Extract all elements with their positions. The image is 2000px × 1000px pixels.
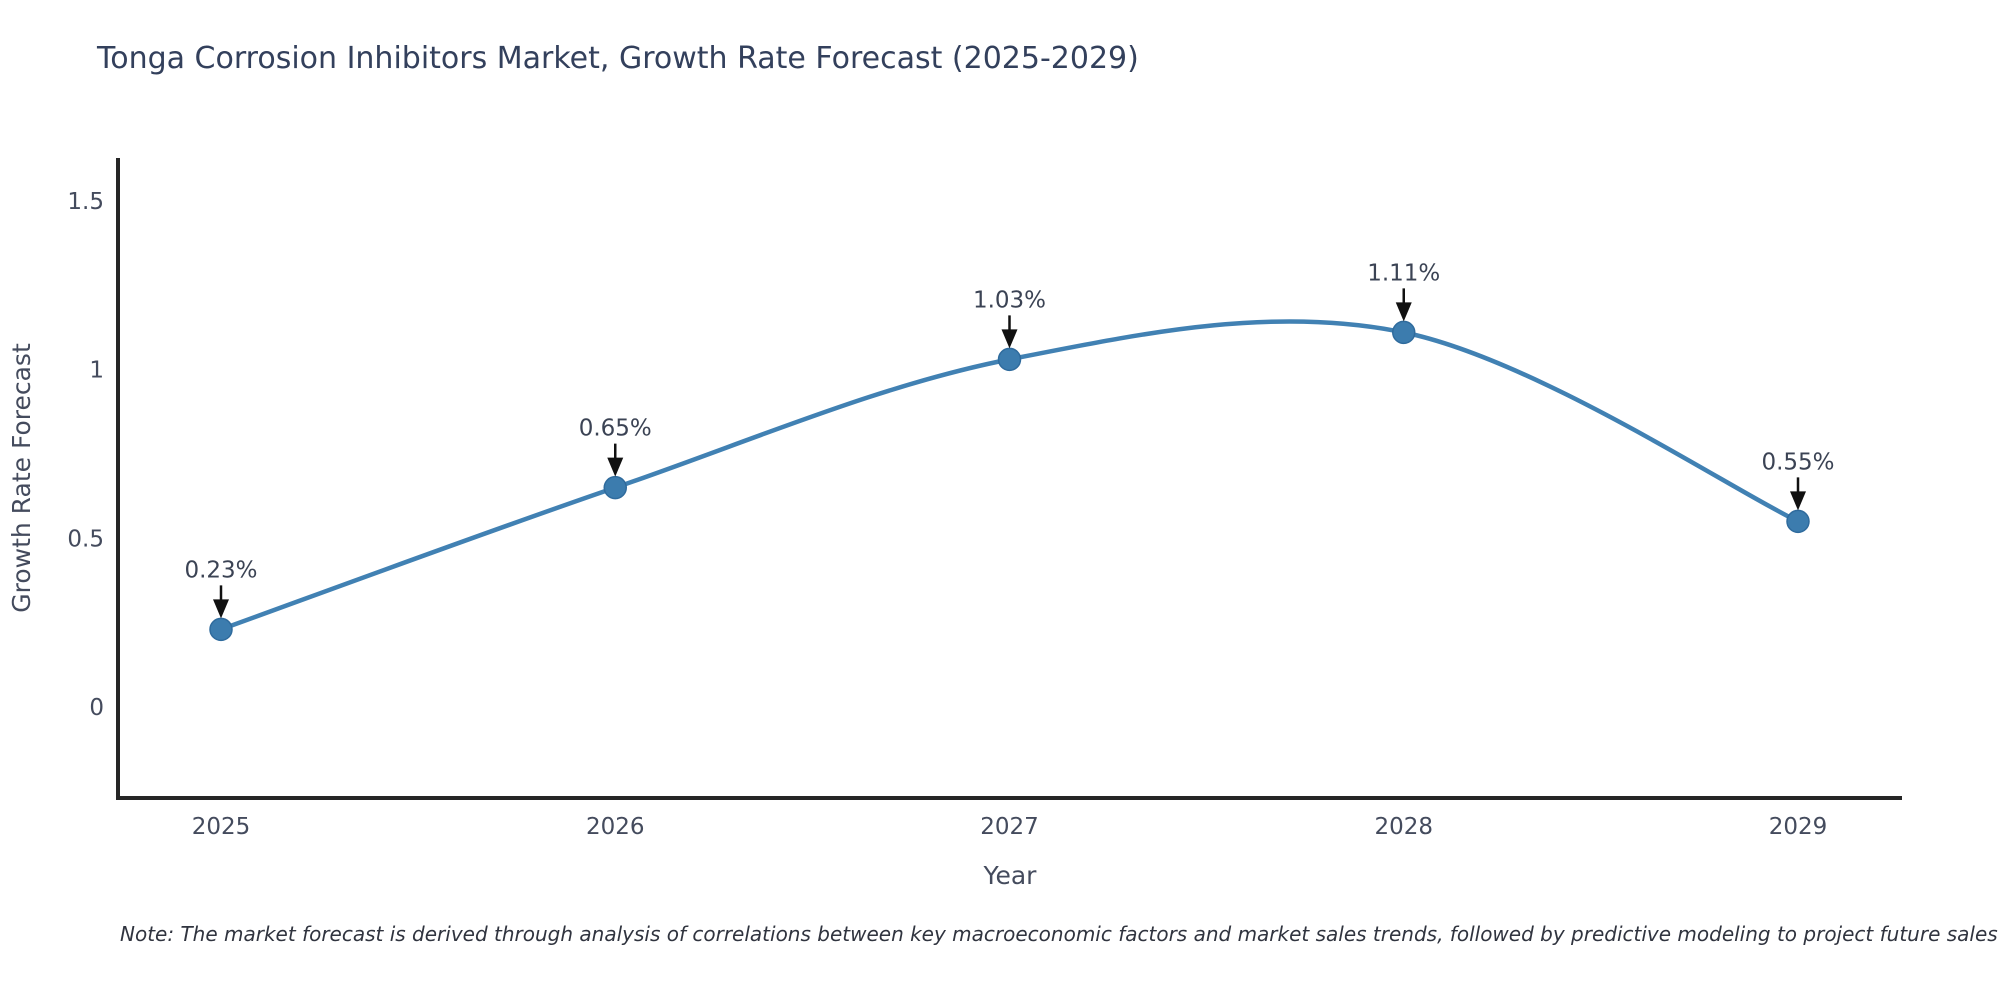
y-tick-label: 1 <box>89 358 104 384</box>
x-tick-label: 2025 <box>192 814 251 840</box>
y-tick-label: 0 <box>89 695 104 721</box>
data-point-marker[interactable] <box>209 617 233 642</box>
x-tick-label: 2027 <box>980 814 1039 840</box>
x-tick-label: 2026 <box>586 814 645 840</box>
data-point-label: 0.65% <box>579 416 652 442</box>
data-point-label: 1.11% <box>1367 260 1440 286</box>
y-tick-label: 1.5 <box>67 189 104 215</box>
annotation-arrowhead-icon <box>1395 302 1412 322</box>
plot-background[interactable] <box>118 158 1902 798</box>
y-axis-title: Growth Rate Forecast <box>7 343 36 613</box>
annotation-arrowhead-icon <box>1790 491 1806 511</box>
annotation-arrowhead-icon <box>1001 329 1018 349</box>
chart-title: Tonga Corrosion Inhibitors Market, Growt… <box>96 41 1139 76</box>
data-point-label: 0.23% <box>184 557 257 583</box>
x-tick-label: 2029 <box>1769 814 1828 840</box>
annotation-arrowhead-icon <box>213 599 229 619</box>
y-tick-label: 0.5 <box>67 526 104 552</box>
data-point-label: 0.55% <box>1761 449 1834 475</box>
plot-series-layer: 0 0.5 1 1.5 2025 2026 2027 2028 2029 0.23% 0.65% 1.… <box>67 158 1902 840</box>
data-point-label: 1.03% <box>973 287 1046 313</box>
x-axis-title: Year <box>983 861 1038 890</box>
x-tick-label: 2028 <box>1374 814 1433 840</box>
data-point-marker[interactable] <box>603 475 627 500</box>
data-point-marker[interactable] <box>997 347 1022 372</box>
footnote: Note: The market forecast is derived thr… <box>120 922 1998 946</box>
data-point-marker[interactable] <box>1786 509 1810 534</box>
annotation-arrowhead-icon <box>607 457 624 477</box>
data-point-marker[interactable] <box>1392 320 1416 345</box>
